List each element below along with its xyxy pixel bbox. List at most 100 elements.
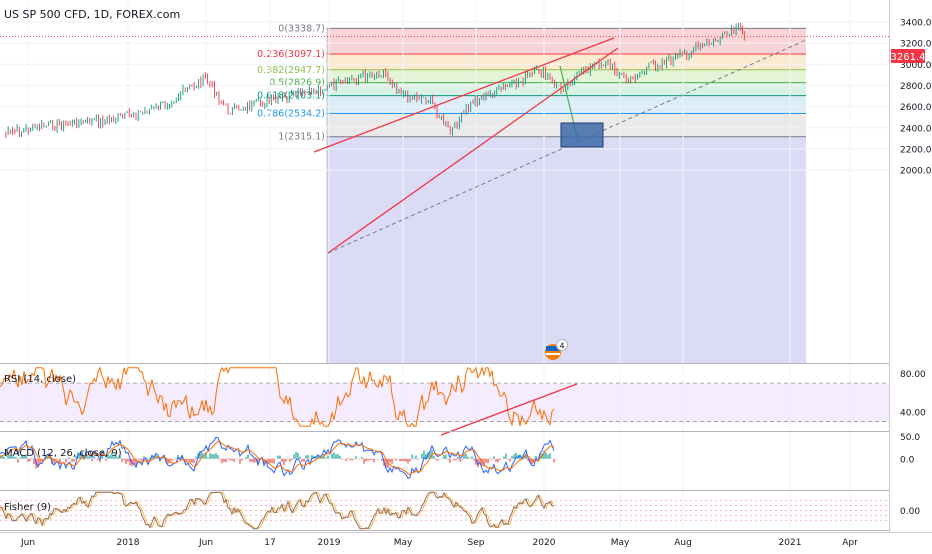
macd-histogram-bar bbox=[361, 457, 363, 459]
macd-histogram-bar bbox=[239, 459, 241, 464]
chart-title: US SP 500 CFD, 1D, FOREX.com bbox=[4, 8, 180, 21]
macd-histogram-bar bbox=[407, 459, 409, 464]
macd-histogram-bar bbox=[433, 456, 435, 459]
macd-histogram-bar bbox=[285, 459, 287, 462]
macd-histogram-bar bbox=[349, 459, 351, 460]
macd-histogram-bar bbox=[403, 459, 405, 461]
macd-histogram-bar bbox=[291, 459, 293, 460]
macd-histogram-bar bbox=[325, 458, 327, 459]
macd-histogram-bar bbox=[233, 459, 235, 462]
time-tick-label: Jun bbox=[198, 538, 213, 548]
rsi-title: RSI (14, close) bbox=[4, 374, 76, 385]
fib-level-label: 0.5(2826.9) bbox=[269, 78, 325, 89]
macd-histogram-bar bbox=[369, 459, 371, 460]
macd-histogram-bar bbox=[225, 459, 227, 463]
macd-histogram-bar bbox=[271, 459, 273, 463]
price-tick-label: 2800.0 bbox=[900, 82, 932, 92]
macd-histogram-bar bbox=[381, 459, 383, 461]
macd-histogram-bar bbox=[415, 456, 417, 459]
macd-histogram-bar bbox=[195, 457, 197, 459]
macd-histogram-bar bbox=[227, 458, 229, 459]
macd-histogram-bar bbox=[241, 459, 243, 461]
macd-histogram-bar bbox=[71, 459, 73, 462]
macd-histogram-bar bbox=[453, 459, 455, 461]
fisher-title: Fisher (9) bbox=[4, 502, 51, 513]
macd-histogram-bar bbox=[211, 454, 213, 459]
macd-tick-label: 50.0 bbox=[900, 433, 920, 443]
macd-histogram-bar bbox=[507, 459, 509, 460]
time-tick-label: Jun bbox=[20, 538, 35, 548]
time-tick-label: 2020 bbox=[533, 538, 556, 548]
macd-histogram-bar bbox=[495, 459, 497, 462]
macd-histogram-bar bbox=[327, 456, 329, 459]
time-tick-label: 2019 bbox=[318, 538, 341, 548]
time-tick-label: May bbox=[394, 538, 413, 548]
macd-histogram-bar bbox=[253, 459, 255, 463]
macd-histogram-bar bbox=[65, 459, 67, 463]
macd-histogram-bar bbox=[417, 459, 419, 460]
macd-histogram-bar bbox=[217, 455, 219, 459]
macd-histogram-bar bbox=[221, 459, 223, 463]
time-tick-label: Aug bbox=[674, 538, 692, 548]
macd-histogram-bar bbox=[33, 459, 35, 464]
macd-histogram-bar bbox=[301, 459, 303, 462]
macd-histogram-bar bbox=[553, 459, 555, 462]
macd-histogram-bar bbox=[377, 459, 379, 460]
macd-histogram-bar bbox=[193, 459, 195, 463]
macd-histogram-bar bbox=[231, 459, 233, 461]
time-tick-label: Apr bbox=[842, 538, 858, 548]
macd-histogram-bar bbox=[219, 459, 221, 460]
macd-histogram-bar bbox=[355, 456, 357, 459]
last-price-label: 3261.4 bbox=[891, 49, 926, 63]
fib-level-label: 1(2315.1) bbox=[278, 132, 325, 143]
last-price-value: 3261.4 bbox=[891, 52, 926, 63]
macd-histogram-bar bbox=[213, 454, 215, 459]
time-tick-label: 17 bbox=[264, 538, 275, 548]
target-zone-box bbox=[561, 123, 603, 147]
macd-histogram-bar bbox=[249, 459, 251, 462]
macd-histogram-bar bbox=[269, 459, 271, 463]
macd-histogram-bar bbox=[207, 457, 209, 458]
macd-histogram-bar bbox=[171, 459, 173, 461]
macd-histogram-bar bbox=[359, 459, 361, 460]
fibonacci-layer: 0(3338.7)0.236(3097.1)0.382(2947.7)0.5(2… bbox=[257, 23, 806, 363]
macd-histogram-bar bbox=[497, 459, 499, 463]
macd-histogram-bar bbox=[401, 459, 403, 461]
macd-histogram-bar bbox=[341, 459, 343, 460]
macd-histogram-bar bbox=[339, 456, 341, 459]
macd-histogram-bar bbox=[413, 458, 415, 459]
fib-level-label: 0.236(3097.1) bbox=[257, 49, 325, 60]
macd-histogram-bar bbox=[309, 459, 311, 460]
macd-histogram-bar bbox=[443, 455, 445, 459]
macd-histogram-bar bbox=[137, 459, 139, 460]
macd-histogram-bar bbox=[499, 459, 501, 460]
macd-histogram-bar bbox=[463, 454, 465, 458]
macd-histogram-bar bbox=[465, 453, 467, 458]
macd-histogram-bar bbox=[461, 459, 463, 460]
macd-histogram-bar bbox=[437, 459, 439, 461]
macd-histogram-bar bbox=[491, 459, 493, 460]
price-tick-label: 2600.0 bbox=[900, 103, 932, 113]
rsi-tick-label: 40.00 bbox=[900, 408, 926, 418]
macd-histogram-bar bbox=[391, 459, 393, 464]
macd-histogram-bar bbox=[503, 457, 505, 459]
macd-histogram-bar bbox=[295, 452, 297, 459]
macd-histogram-bar bbox=[485, 459, 487, 463]
macd-title: MACD (12, 26, close, 9) bbox=[4, 448, 122, 459]
macd-histogram-bar bbox=[421, 454, 423, 459]
time-tick-label: May bbox=[611, 538, 630, 548]
macd-histogram-bar bbox=[191, 459, 193, 463]
macd-histogram-bar bbox=[365, 459, 367, 462]
macd-histogram-bar bbox=[345, 459, 347, 461]
macd-histogram-bar bbox=[459, 459, 461, 462]
macd-histogram-bar bbox=[279, 456, 281, 459]
macd-histogram-bar bbox=[307, 455, 309, 459]
macd-histogram-bar bbox=[123, 459, 125, 460]
macd-histogram-bar bbox=[297, 453, 299, 459]
macd-histogram-bar bbox=[441, 458, 443, 459]
price-tick-label: 3400.0 bbox=[900, 18, 932, 28]
macd-histogram-bar bbox=[215, 453, 217, 459]
macd-histogram-bar bbox=[337, 454, 339, 459]
